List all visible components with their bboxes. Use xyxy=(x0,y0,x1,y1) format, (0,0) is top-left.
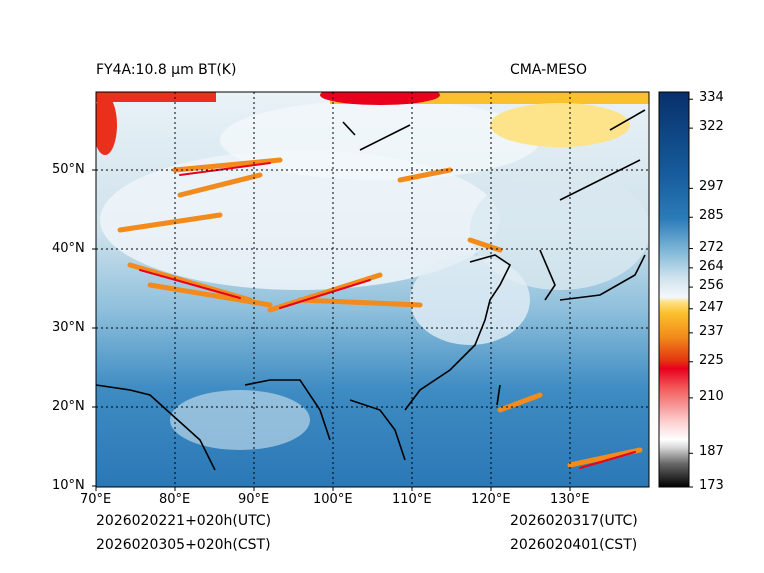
data-source: CMA-MESO xyxy=(510,62,588,78)
lat-label-10: 10°N xyxy=(52,478,85,493)
lon-label-70: 70°E xyxy=(80,492,112,507)
graticule xyxy=(96,92,649,487)
valid-time-cst: 2026020401(CST) xyxy=(510,537,638,553)
colorbar-label-264: 264 xyxy=(699,258,724,274)
cold-streaks xyxy=(117,157,643,468)
colorbar-label-187: 187 xyxy=(699,444,724,460)
cloud-east-china xyxy=(410,255,530,345)
colorbar-label-297: 297 xyxy=(699,179,724,195)
lon-label-110: 110°E xyxy=(392,492,432,507)
colorbar-label-210: 210 xyxy=(699,388,724,404)
valid-time-utc: 2026020317(UTC) xyxy=(510,513,638,529)
cloud-bay-bengal xyxy=(170,390,310,450)
lat-label-20: 20°N xyxy=(52,399,85,414)
cold-top-red xyxy=(320,92,440,105)
colorbar-label-272: 272 xyxy=(699,239,724,255)
cold-mongolia xyxy=(490,103,630,147)
colorbar-label-173: 173 xyxy=(699,478,724,493)
lon-label-80: 80°E xyxy=(159,492,191,507)
cold-left-edge xyxy=(96,95,117,155)
map-frame xyxy=(95,91,650,488)
map-imagery xyxy=(96,92,649,487)
colorbar xyxy=(658,91,690,488)
colorbar-label-225: 225 xyxy=(699,352,724,368)
colorbar-label-256: 256 xyxy=(699,278,724,294)
axis-tick-marks xyxy=(92,169,571,491)
lat-label-30: 30°N xyxy=(52,320,85,335)
lon-label-90: 90°E xyxy=(238,492,270,507)
init-time-cst: 2026020305+020h(CST) xyxy=(96,537,271,553)
lat-label-40: 40°N xyxy=(52,241,85,256)
map-title: FY4A:10.8 μm BT(K) xyxy=(96,62,237,78)
colorbar-label-247: 247 xyxy=(699,299,724,315)
cloud-band-central xyxy=(100,150,500,290)
init-time-utc: 2026020221+020h(UTC) xyxy=(96,513,272,529)
colorbar-ticks xyxy=(689,98,693,488)
cloud-northeast xyxy=(470,170,649,290)
cold-top-left xyxy=(96,92,216,102)
lon-label-130: 130°E xyxy=(550,492,590,507)
cold-streaks-core xyxy=(139,162,636,469)
coastlines xyxy=(96,109,646,471)
lon-label-100: 100°E xyxy=(313,492,353,507)
lat-label-50: 50°N xyxy=(52,162,85,177)
colorbar-label-322: 322 xyxy=(699,119,724,135)
colorbar-label-285: 285 xyxy=(699,208,724,224)
colorbar-label-334: 334 xyxy=(699,90,724,106)
lon-label-120: 120°E xyxy=(471,492,511,507)
colorbar-label-237: 237 xyxy=(699,323,724,339)
